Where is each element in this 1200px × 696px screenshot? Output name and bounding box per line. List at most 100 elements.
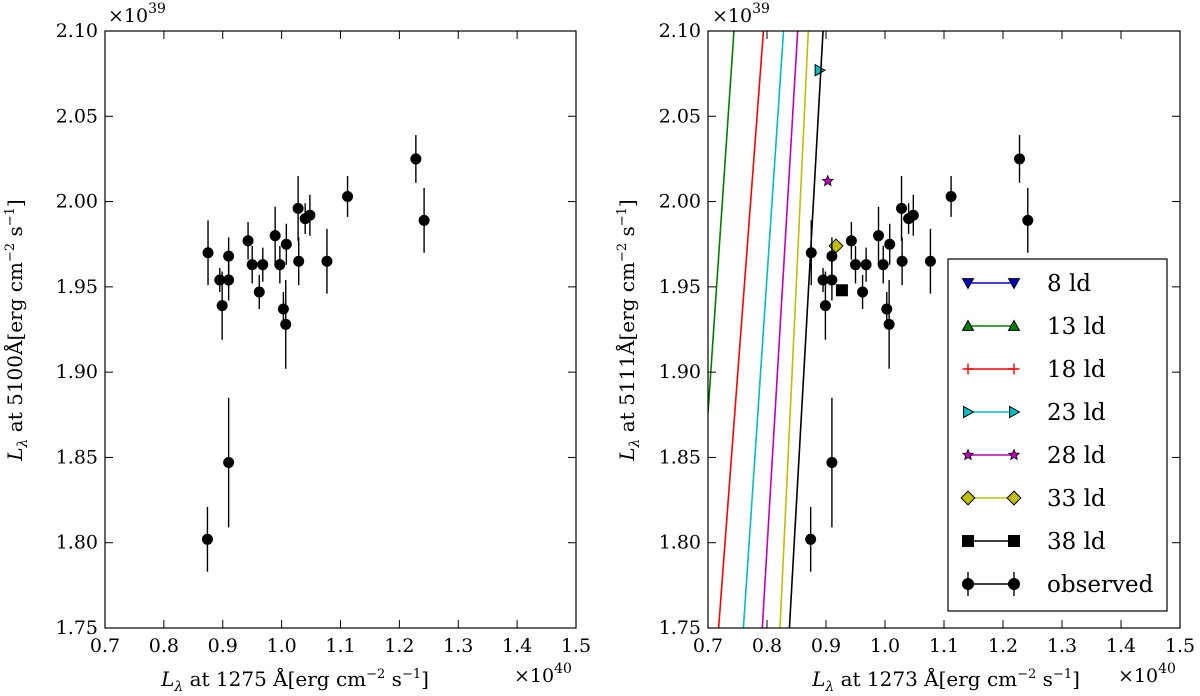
left-data-point	[223, 457, 235, 469]
left-data-point	[257, 259, 269, 271]
left-data-point	[223, 274, 235, 286]
legend-marker-observed	[1008, 578, 1020, 590]
left-x-tick-label: 1.0	[267, 635, 297, 657]
right-data-point	[896, 202, 908, 214]
left-x-axis-label: Lλ at 1275 Å[erg cm−2 s−1]	[160, 666, 429, 695]
left-y-tick-label: 1.75	[56, 617, 98, 639]
left-data-point	[293, 255, 305, 267]
right-data-point	[850, 259, 861, 271]
legend-label-observed: observed	[1047, 572, 1154, 598]
legend-box	[947, 258, 1168, 612]
left-y-tick-label: 1.85	[56, 446, 98, 468]
right-y-tick-label: 2.00	[659, 191, 701, 213]
right-y-tick-label: 1.75	[659, 617, 701, 639]
legend-marker-13-ld	[961, 319, 975, 331]
legend-label-38-ld: 38 ld	[1047, 529, 1106, 555]
model-line-18-ld	[717, 31, 765, 628]
right-y-tick-label: 1.90	[659, 361, 701, 383]
left-y-tick-label: 2.00	[56, 191, 98, 213]
left-data-point	[418, 214, 430, 226]
left-data-point	[216, 300, 228, 312]
legend-label-13-ld: 13 ld	[1047, 314, 1106, 340]
right-data-layer	[708, 31, 1034, 628]
right-y-tick-label: 1.80	[659, 532, 701, 554]
left-x-tick-label: 1.3	[443, 635, 473, 657]
right-x-tick-label: 1.1	[929, 635, 959, 657]
left-y-multiplier: ×1039	[108, 1, 166, 27]
right-data-point	[805, 247, 817, 259]
right-data-point	[1014, 153, 1026, 165]
right-data-point	[805, 533, 817, 545]
right-panel: 0.7 0.8 0.9 1.0 1.1 1.2 1.3 1.4 1.5 1.75 1.80 1.85 1…	[614, 1, 1195, 695]
left-data-point	[202, 247, 214, 259]
left-x-tick-label: 0.9	[208, 635, 238, 657]
left-data-point	[242, 235, 254, 247]
right-data-point	[826, 457, 838, 469]
right-y-tick-label: 2.10	[659, 20, 701, 42]
right-data-point	[826, 274, 838, 286]
left-x-tick-label: 0.7	[90, 635, 120, 657]
left-y-tick-label: 1.80	[56, 532, 98, 554]
right-data-point	[884, 238, 896, 250]
left-data-point	[246, 259, 258, 271]
left-y-tick-label: 1.95	[56, 276, 98, 298]
right-data-point	[883, 318, 895, 330]
right-x-tick-label: 1.0	[870, 635, 900, 657]
right-x-tick-label: 1.3	[1047, 635, 1077, 657]
right-x-tick-label: 0.8	[752, 635, 782, 657]
right-data-point	[845, 235, 857, 247]
right-y-axis-label: Lλ at 5111Å[erg cm−2 s−1]	[614, 199, 643, 461]
left-x-tick-label: 0.8	[149, 635, 179, 657]
left-panel: 0.7 0.8 0.9 1.0 1.1 1.2 1.3 1.4 1.5 1.75 1.80 1.85 1…	[2, 1, 591, 695]
right-data-point	[924, 255, 936, 267]
legend-marker-28-ld	[1007, 448, 1021, 461]
model-line-13-ld	[708, 31, 735, 414]
legend-marker-23-ld	[1009, 405, 1021, 419]
left-data-point	[280, 318, 292, 330]
legend-marker-38-ld	[1008, 535, 1020, 547]
left-data-layer	[201, 135, 430, 572]
right-data-point	[881, 303, 893, 315]
left-x-tick-label: 1.2	[384, 635, 414, 657]
right-y-tick-label: 1.85	[659, 446, 701, 468]
legend-label-33-ld: 33 ld	[1047, 486, 1106, 512]
model-point-38-ld	[835, 284, 848, 297]
left-data-point	[280, 238, 292, 250]
right-data-point	[860, 259, 872, 271]
left-x-tick-label: 1.1	[325, 635, 355, 657]
right-data-point	[945, 190, 957, 202]
left-data-point	[304, 209, 316, 221]
right-y-tick-label: 1.95	[659, 276, 701, 298]
right-y-tick-label: 2.05	[659, 105, 701, 127]
right-y-multiplier: ×1039	[712, 1, 770, 27]
right-x-tick-label: 0.7	[693, 635, 723, 657]
model-line-23-ld	[742, 31, 785, 628]
legend-label-23-ld: 23 ld	[1047, 400, 1106, 426]
left-data-point	[201, 533, 213, 545]
legend-label-18-ld: 18 ld	[1047, 357, 1106, 383]
left-data-point	[269, 230, 281, 242]
legend-marker-observed	[962, 578, 974, 590]
legend-label-28-ld: 28 ld	[1047, 443, 1106, 469]
legend-marker-18-ld	[1008, 363, 1020, 375]
legend-marker-38-ld	[962, 535, 974, 547]
left-data-point	[321, 255, 333, 267]
left-x-multiplier: ×1040	[514, 661, 572, 687]
left-x-tick-label: 1.5	[561, 635, 591, 657]
right-data-point	[877, 259, 889, 271]
right-legend: 8 ld 13 ld 18 ld 23 ld 28 ld 33 ld 38 ld observ…	[947, 258, 1168, 612]
left-y-tick-label: 2.05	[56, 105, 98, 127]
model-line-33-ld	[779, 31, 810, 628]
left-data-point	[253, 286, 265, 298]
right-x-multiplier: ×1040	[1118, 661, 1176, 687]
legend-marker-13-ld	[1007, 319, 1021, 331]
right-x-tick-label: 1.5	[1165, 635, 1195, 657]
left-data-point	[342, 190, 354, 202]
left-y-tick-label: 1.90	[56, 361, 98, 383]
legend-marker-28-ld	[961, 448, 975, 461]
model-point-28-ld	[821, 174, 834, 187]
legend-marker-33-ld	[960, 490, 976, 506]
right-data-point	[873, 230, 885, 242]
legend-marker-18-ld	[962, 363, 974, 375]
